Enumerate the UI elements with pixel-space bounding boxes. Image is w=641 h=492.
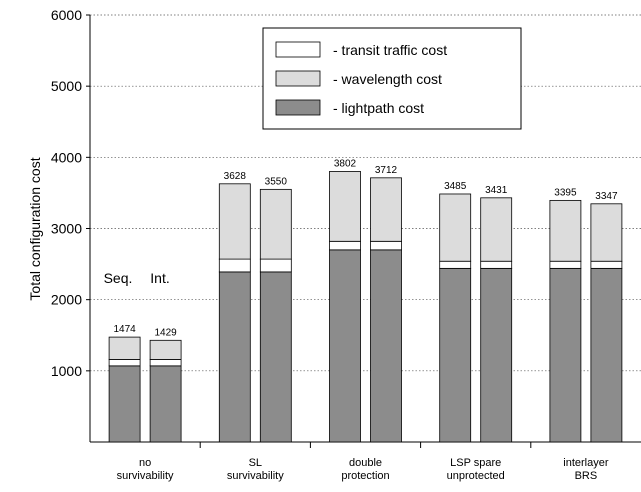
annotation-seq: Seq.: [104, 270, 133, 286]
category-label: survivability: [227, 470, 284, 482]
bar-segment: [218, 271, 251, 443]
bar-segment: [590, 267, 623, 443]
bar-segment: [259, 188, 292, 260]
legend-swatch-wavelength: [275, 70, 321, 87]
category-label: protection: [341, 470, 389, 482]
y-tick-label: 3000: [51, 221, 82, 237]
legend-label-transit: - transit traffic cost: [333, 42, 447, 58]
legend-swatch-lightpath: [275, 99, 321, 116]
bar-segment: [329, 240, 361, 251]
bar-segment: [590, 260, 623, 269]
bar-segment: [149, 365, 182, 443]
category-label: unprotected: [447, 470, 505, 482]
legend: - transit traffic cost - wavelength cost…: [262, 27, 522, 130]
data-label: 3550: [265, 176, 288, 187]
bar-segment: [439, 260, 472, 269]
category-label: SL: [249, 457, 262, 469]
bar-segment: [549, 199, 582, 262]
data-label: 3347: [595, 191, 618, 202]
y-tick-label: 2000: [51, 292, 82, 308]
bar-segment: [480, 267, 513, 443]
y-axis-title: Total configuration cost: [27, 157, 43, 300]
legend-swatch-transit: [275, 41, 321, 58]
data-label: 3712: [375, 165, 398, 176]
y-tick-label: 5000: [51, 78, 82, 94]
bars: [108, 171, 623, 443]
bar-segment: [439, 267, 472, 443]
data-label: 3802: [334, 158, 357, 169]
bar-segment: [370, 249, 402, 443]
data-label: 3431: [485, 185, 508, 196]
bar-segment: [149, 339, 182, 360]
bar-segment: [480, 260, 513, 269]
grid: [90, 14, 641, 372]
labels: 1474 1429 3628 3550 3802 3712 3485 3431 3395 3347: [113, 158, 617, 338]
bar-segment: [549, 260, 582, 269]
bar-segment: [218, 183, 251, 260]
bar-segment: [259, 271, 292, 443]
bar-segment: [259, 258, 292, 273]
bar-segment: [370, 177, 402, 242]
bar-segment: [480, 197, 513, 262]
y-tick-label: 1000: [51, 363, 82, 379]
category-label: survivability: [117, 470, 174, 482]
data-label: 3485: [444, 181, 467, 192]
bar-segment: [590, 203, 623, 262]
category-label: double: [349, 457, 382, 469]
annotation-int: Int.: [150, 270, 169, 286]
legend-label-wavelength: - wavelength cost: [333, 71, 442, 87]
data-label: 1474: [113, 324, 136, 335]
bar-segment: [149, 359, 182, 367]
y-tick-label: 4000: [51, 149, 82, 165]
legend-label-lightpath: - lightpath cost: [333, 100, 424, 116]
bar-segment: [108, 365, 141, 443]
category-label: interlayer: [563, 457, 609, 469]
data-label: 3395: [554, 187, 577, 198]
bar-segment: [108, 359, 141, 367]
y-tick-label: 6000: [51, 7, 82, 23]
category-label: LSP spare: [450, 457, 501, 469]
bar-segment: [549, 267, 582, 443]
category-label: BRS: [575, 470, 598, 482]
category-label: no: [139, 457, 151, 469]
bar-segment: [329, 249, 361, 443]
bar-segment: [218, 258, 251, 273]
category-labels: nosurvivabilitySLsurvivabilitydoubleprot…: [117, 457, 609, 482]
bar-segment: [370, 240, 402, 251]
data-label: 3628: [224, 171, 247, 182]
axes: 1000 2000 3000 4000 5000 6000: [51, 7, 641, 448]
bar-segment: [439, 193, 472, 262]
data-label: 1429: [154, 327, 177, 338]
bar-segment: [108, 336, 141, 360]
bar-segment: [329, 171, 361, 242]
y-axis-title-group: Total configuration cost: [27, 157, 43, 300]
